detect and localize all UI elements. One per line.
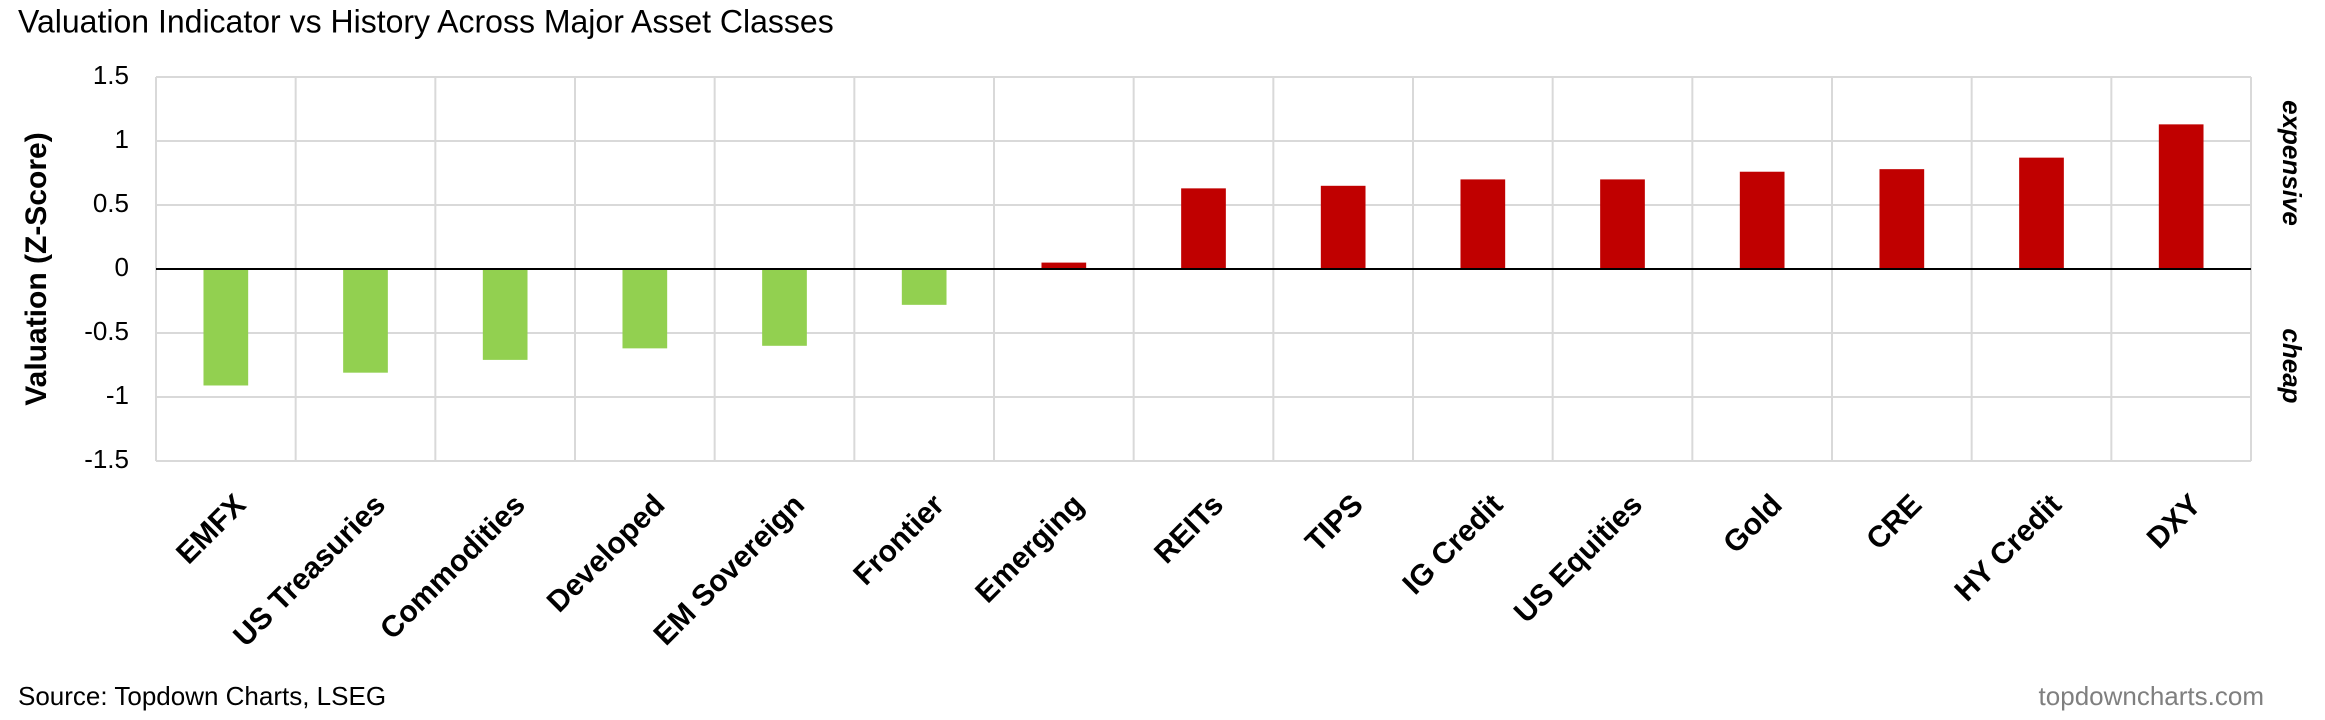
bar [1600,179,1645,269]
bar [762,269,807,346]
chart-title: Valuation Indicator vs History Across Ma… [18,3,834,39]
bar [1460,179,1506,269]
bar [203,269,249,386]
bar [343,269,388,373]
y-tick-label: 1.5 [93,60,129,90]
x-tick-label: EMFX [170,488,252,570]
source: Source: Topdown Charts, LSEG [18,681,386,711]
x-tick-label: Commodities [374,488,532,646]
x-tick-label: US Equities [1508,488,1649,629]
y-tick-label: 1 [115,124,129,154]
y-tick-label: -1 [106,380,129,410]
x-tick-label: IG Credit [1396,488,1509,601]
y-tick-label: -0.5 [84,316,129,346]
x-tick-label: HY Credit [1948,488,2068,608]
x-tick-label: REITs [1148,488,1230,570]
bar [1041,262,1087,269]
bar [1181,188,1226,269]
y-tick-label: -1.5 [84,444,129,474]
x-tick-label: DXY [2141,488,2208,555]
bar [2158,124,2204,269]
x-tick-label: EM Sovereign [647,488,811,652]
annotation: expensive [2277,100,2307,226]
bar [1879,169,1925,269]
x-tick-label: Emerging [969,488,1090,609]
bar [482,269,528,360]
annotation: cheap [2277,328,2307,403]
bar [1739,171,1785,269]
bar [1320,185,1366,269]
x-tick-label: Frontier [847,488,951,592]
bar [622,269,668,349]
x-tick-label: US Treasuries [227,488,392,653]
bar [901,269,947,305]
y-axis-label: Valuation (Z-Score) [20,132,53,405]
watermark: topdowncharts.com [2039,681,2264,711]
x-tick-label: CRE [1860,488,1928,556]
y-tick-label: 0.5 [93,188,129,218]
x-tick-label: TIPS [1299,488,1369,558]
x-tick-label: Gold [1717,488,1789,560]
y-tick-label: 0 [115,252,129,282]
x-tick-label: Developed [541,488,672,619]
bar [2019,157,2064,269]
